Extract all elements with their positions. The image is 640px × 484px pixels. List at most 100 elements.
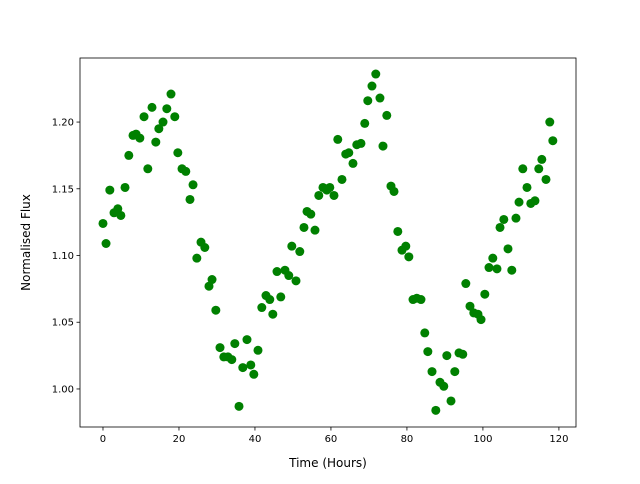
data-point: [534, 164, 544, 174]
data-points: [98, 69, 558, 415]
data-point: [337, 174, 347, 184]
data-point: [135, 133, 145, 143]
data-point: [207, 275, 217, 285]
data-point: [484, 263, 494, 273]
data-point: [124, 150, 134, 160]
data-point: [325, 182, 335, 192]
data-point: [522, 182, 532, 192]
data-point: [511, 213, 521, 223]
data-point: [139, 112, 149, 122]
data-point: [257, 303, 267, 313]
data-point: [105, 185, 115, 195]
data-point: [492, 264, 502, 274]
data-point: [272, 267, 282, 277]
data-point: [514, 197, 524, 207]
data-point: [348, 158, 358, 168]
data-point: [450, 367, 460, 377]
data-point: [548, 136, 558, 146]
data-point: [227, 355, 237, 365]
data-point: [461, 279, 471, 289]
data-point: [170, 112, 180, 122]
data-point: [393, 226, 403, 236]
data-point: [291, 276, 301, 286]
data-point: [211, 305, 221, 315]
data-point: [306, 209, 316, 219]
data-point: [344, 148, 354, 158]
data-point: [158, 117, 168, 127]
data-point: [181, 166, 191, 176]
data-point: [310, 225, 320, 235]
x-tick-label: 0: [100, 434, 106, 445]
y-axis-label: Normalised Flux: [19, 194, 33, 291]
x-axis-ticks: 0 20 40 60 80 100 120: [100, 427, 568, 445]
data-point: [268, 309, 278, 319]
data-point: [439, 381, 449, 391]
data-point: [295, 247, 305, 257]
y-tick-label: 1.20: [52, 118, 74, 129]
data-point: [329, 190, 339, 200]
data-point: [360, 118, 370, 128]
x-tick-label: 60: [325, 434, 338, 445]
data-point: [185, 194, 195, 204]
data-point: [427, 367, 437, 377]
x-tick-label: 100: [473, 434, 492, 445]
data-point: [356, 138, 366, 148]
data-point: [518, 164, 528, 174]
data-point: [230, 339, 240, 349]
data-point: [151, 137, 161, 147]
y-tick-label: 1.10: [52, 251, 74, 262]
data-point: [389, 186, 399, 196]
data-point: [154, 124, 164, 134]
data-point: [507, 265, 517, 275]
data-point: [143, 164, 153, 174]
data-point: [431, 405, 441, 415]
y-tick-label: 1.15: [52, 184, 74, 195]
data-point: [499, 214, 509, 224]
y-tick-label: 1.00: [52, 384, 74, 395]
data-point: [495, 222, 505, 232]
y-tick-label: 1.05: [52, 318, 74, 329]
data-point: [442, 351, 452, 361]
data-point: [404, 252, 414, 262]
data-point: [200, 243, 210, 253]
axes-frame: [79, 57, 577, 428]
data-point: [246, 360, 256, 370]
data-point: [367, 81, 377, 91]
data-point: [173, 148, 183, 158]
data-point: [276, 292, 286, 302]
data-point: [253, 345, 263, 355]
data-point: [416, 295, 426, 305]
data-point: [465, 301, 475, 311]
data-point: [147, 102, 157, 112]
data-point: [530, 196, 540, 206]
data-point: [188, 180, 198, 190]
data-point: [363, 96, 373, 106]
data-point: [242, 335, 252, 345]
data-point: [378, 141, 388, 151]
data-point: [382, 110, 392, 120]
data-point: [314, 190, 324, 200]
data-point: [116, 210, 126, 220]
x-tick-label: 20: [173, 434, 186, 445]
data-point: [192, 253, 202, 263]
data-point: [458, 349, 468, 359]
data-point: [423, 347, 433, 357]
x-axis-label: Time (Hours): [288, 456, 367, 470]
data-point: [287, 241, 297, 251]
data-point: [420, 328, 430, 338]
data-point: [98, 218, 108, 228]
data-point: [265, 295, 275, 305]
data-point: [537, 154, 547, 164]
data-point: [488, 253, 498, 263]
data-point: [375, 93, 385, 103]
data-point: [249, 369, 259, 379]
x-tick-label: 40: [249, 434, 262, 445]
data-point: [238, 363, 248, 373]
data-point: [480, 289, 490, 299]
data-point: [234, 401, 244, 411]
data-point: [166, 89, 176, 99]
data-point: [101, 239, 111, 249]
data-point: [541, 174, 551, 184]
